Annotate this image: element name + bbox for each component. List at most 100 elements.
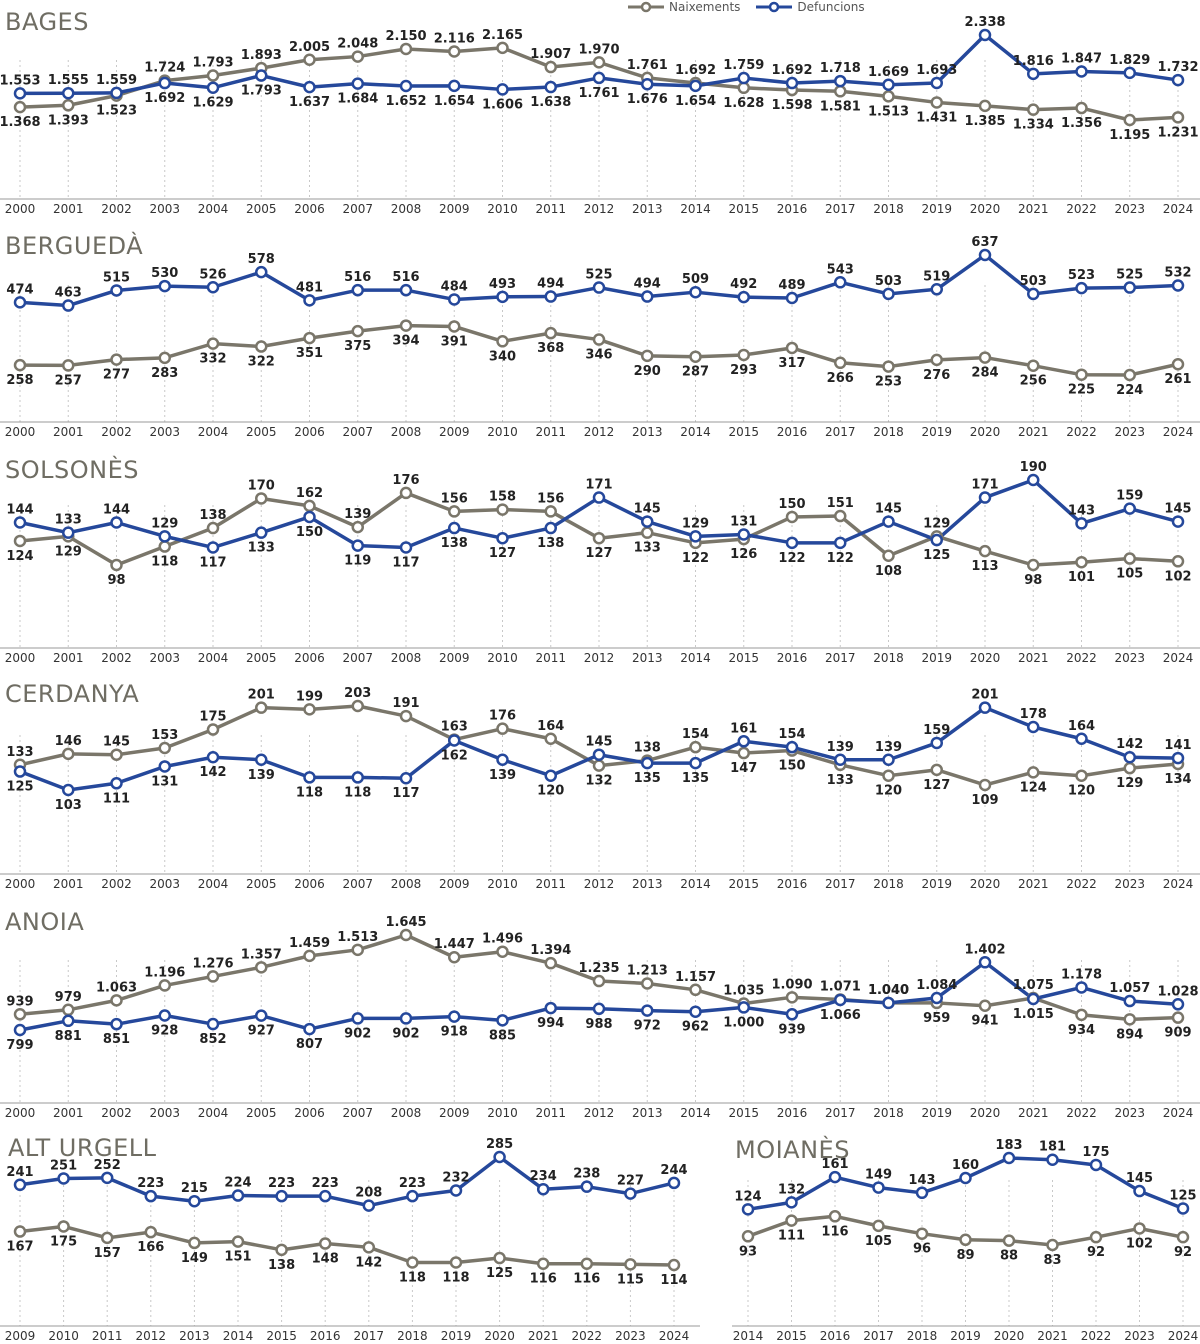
births-point [255, 340, 268, 353]
births-value-label: 162 [296, 486, 323, 501]
deaths-value-label: 118 [344, 785, 371, 800]
births-value-label: 133 [6, 745, 33, 760]
births-point [1075, 555, 1088, 569]
deaths-value-label: 1.692 [144, 91, 185, 106]
births-point [882, 360, 895, 373]
deaths-point [978, 28, 992, 42]
deaths-point [13, 296, 27, 309]
births-value-label: 118 [399, 1270, 426, 1285]
x-tick-label: 2023 [1114, 425, 1145, 439]
deaths-point [57, 1172, 70, 1185]
deaths-value-label: 125 [6, 780, 33, 795]
deaths-point [206, 281, 220, 294]
deaths-point [1027, 67, 1040, 81]
deaths-value-label: 532 [1164, 266, 1191, 281]
births-point [1123, 113, 1136, 127]
births-value-label: 146 [55, 734, 82, 749]
deaths-value-label: 1.555 [48, 73, 89, 88]
deaths-point [303, 1022, 316, 1036]
deaths-value-label: 175 [1082, 1145, 1109, 1160]
births-value-label: 1.793 [192, 56, 233, 71]
births-value-label: 158 [489, 490, 516, 505]
births-point [872, 1219, 885, 1233]
births-value-label: 1.195 [1109, 128, 1150, 143]
deaths-value-label: 141 [1164, 738, 1191, 753]
births-value-label: 317 [778, 356, 805, 371]
deaths-value-label: 139 [248, 768, 275, 783]
deaths-point [930, 283, 943, 296]
deaths-value-label: 516 [392, 270, 419, 285]
x-tick-label: 2013 [632, 1106, 663, 1120]
births-point [496, 722, 509, 735]
x-tick-label: 2023 [1114, 1106, 1145, 1120]
births-point [110, 558, 123, 572]
deaths-value-label: 145 [585, 735, 612, 750]
x-tick-label: 2022 [572, 1329, 603, 1343]
births-point [930, 96, 943, 109]
x-tick-label: 2005 [246, 877, 277, 891]
births-point [1171, 555, 1185, 568]
deaths-value-label: 503 [1020, 274, 1047, 289]
births-point [741, 1230, 755, 1243]
births-point [689, 983, 702, 997]
x-tick-label: 2018 [873, 1106, 904, 1120]
births-point [624, 1258, 637, 1271]
births-value-label: 150 [778, 759, 805, 774]
births-value-label: 164 [537, 719, 564, 734]
births-point [1176, 1230, 1190, 1244]
births-value-label: 115 [617, 1272, 644, 1287]
deaths-point [13, 1023, 27, 1037]
deaths-point [1075, 732, 1088, 746]
deaths-point [206, 1017, 220, 1031]
x-tick-label: 2001 [53, 1106, 84, 1120]
births-value-label: 98 [107, 573, 125, 588]
deaths-value-label: 1.178 [1061, 967, 1102, 982]
births-value-label: 261 [1164, 372, 1191, 387]
deaths-value-label: 132 [778, 1182, 805, 1197]
births-point [641, 977, 654, 990]
deaths-value-label: 285 [486, 1137, 513, 1152]
deaths-value-label: 515 [103, 270, 130, 285]
x-tick-label: 2017 [825, 651, 856, 665]
births-value-label: 98 [1024, 573, 1042, 588]
births-value-label: 283 [151, 366, 178, 381]
deaths-point [689, 1005, 702, 1018]
births-point [592, 56, 606, 69]
deaths-value-label: 139 [489, 768, 516, 783]
deaths-point [834, 276, 847, 289]
births-point [1075, 101, 1088, 115]
births-point [62, 99, 75, 112]
deaths-value-label: 1.676 [627, 92, 668, 107]
x-tick-label: 2014 [223, 1329, 254, 1343]
deaths-point [399, 541, 413, 554]
x-tick-label: 2003 [149, 1106, 180, 1120]
deaths-point [689, 756, 702, 770]
deaths-point [1075, 281, 1088, 295]
deaths-value-label: 1.028 [1157, 984, 1198, 999]
x-tick-label: 2017 [354, 1329, 385, 1343]
deaths-point [667, 1176, 681, 1190]
deaths-value-label: 1.829 [1109, 53, 1150, 68]
births-value-label: 120 [875, 784, 902, 799]
births-value-label: 346 [585, 348, 612, 363]
deaths-value-label: 988 [585, 1017, 612, 1032]
births-point [303, 331, 316, 345]
x-tick-label: 2017 [863, 1329, 894, 1343]
births-point [834, 356, 847, 370]
births-point [915, 1227, 929, 1240]
x-tick-label: 2008 [391, 1106, 422, 1120]
deaths-value-label: 994 [537, 1016, 564, 1031]
deaths-value-label: 526 [199, 267, 226, 282]
births-value-label: 939 [6, 994, 33, 1009]
births-value-label: 105 [865, 1234, 892, 1249]
births-value-label: 1.431 [916, 110, 957, 125]
deaths-value-label: 1.559 [96, 73, 137, 88]
deaths-point [110, 1017, 123, 1031]
births-point [834, 85, 847, 98]
x-tick-label: 2018 [907, 1329, 938, 1343]
deaths-value-label: 145 [1164, 502, 1191, 517]
births-point [255, 492, 268, 505]
deaths-value-label: 1.000 [723, 1015, 764, 1030]
births-point [449, 1256, 463, 1269]
deaths-value-label: 125 [923, 548, 950, 563]
